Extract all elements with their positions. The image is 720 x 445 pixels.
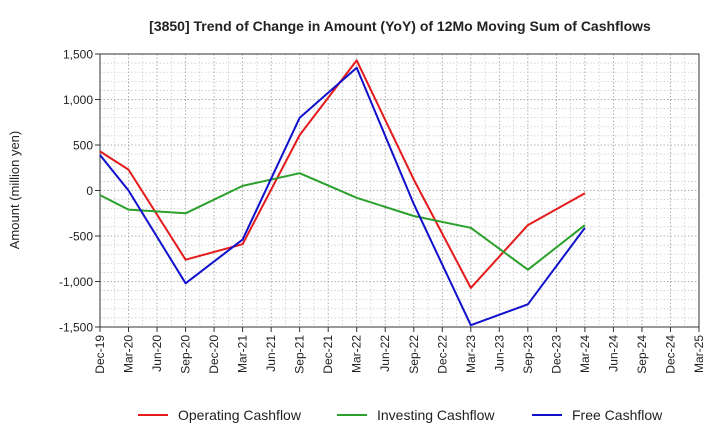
legend-label-operating-cashflow: Operating Cashflow bbox=[178, 407, 302, 423]
series-line-free-cashflow bbox=[100, 68, 585, 326]
x-tick-label: Mar-23 bbox=[464, 335, 478, 373]
x-tick-label: Dec-19 bbox=[93, 335, 107, 374]
x-tick-label: Mar-21 bbox=[236, 335, 250, 373]
y-tick-label: -1,000 bbox=[59, 275, 93, 289]
y-tick-label: 500 bbox=[73, 139, 93, 153]
x-tick-label: Sep-23 bbox=[521, 335, 535, 374]
x-tick-label: Sep-22 bbox=[407, 335, 421, 374]
x-tick-label: Jun-23 bbox=[492, 335, 506, 372]
x-tick-label: Mar-25 bbox=[692, 335, 706, 373]
y-tick-label: 1,500 bbox=[63, 48, 93, 62]
legend-label-free-cashflow: Free Cashflow bbox=[572, 407, 663, 423]
x-tick-label: Sep-24 bbox=[635, 335, 649, 374]
y-tick-label: 1,000 bbox=[63, 93, 93, 107]
x-tick-label: Jun-22 bbox=[378, 335, 392, 372]
y-tick-label: -500 bbox=[69, 230, 93, 244]
x-tick-label: Dec-21 bbox=[321, 335, 335, 374]
chart-title: [3850] Trend of Change in Amount (YoY) o… bbox=[149, 18, 651, 34]
grid bbox=[100, 54, 699, 327]
x-tick-label: Mar-24 bbox=[578, 335, 592, 373]
legend: Operating Cashflow Investing Cashflow Free… bbox=[138, 407, 663, 423]
x-tick-label: Jun-20 bbox=[150, 335, 164, 372]
x-tick-label: Dec-23 bbox=[549, 335, 563, 374]
y-tick-label: 0 bbox=[86, 184, 93, 198]
y-tick-label: -1,500 bbox=[59, 321, 93, 335]
x-tick-label: Mar-20 bbox=[122, 335, 136, 373]
x-tick-label: Dec-22 bbox=[435, 335, 449, 374]
y-axis-label: Amount (million yen) bbox=[7, 131, 22, 250]
x-tick-label: Dec-20 bbox=[207, 335, 221, 374]
legend-label-investing-cashflow: Investing Cashflow bbox=[377, 407, 495, 423]
x-tick-label: Jun-24 bbox=[606, 335, 620, 372]
x-tick-label: Sep-20 bbox=[179, 335, 193, 374]
x-tick-label: Dec-24 bbox=[663, 335, 677, 374]
x-tick-label: Mar-22 bbox=[350, 335, 364, 373]
x-tick-label: Jun-21 bbox=[264, 335, 278, 372]
x-tick-label: Sep-21 bbox=[293, 335, 307, 374]
